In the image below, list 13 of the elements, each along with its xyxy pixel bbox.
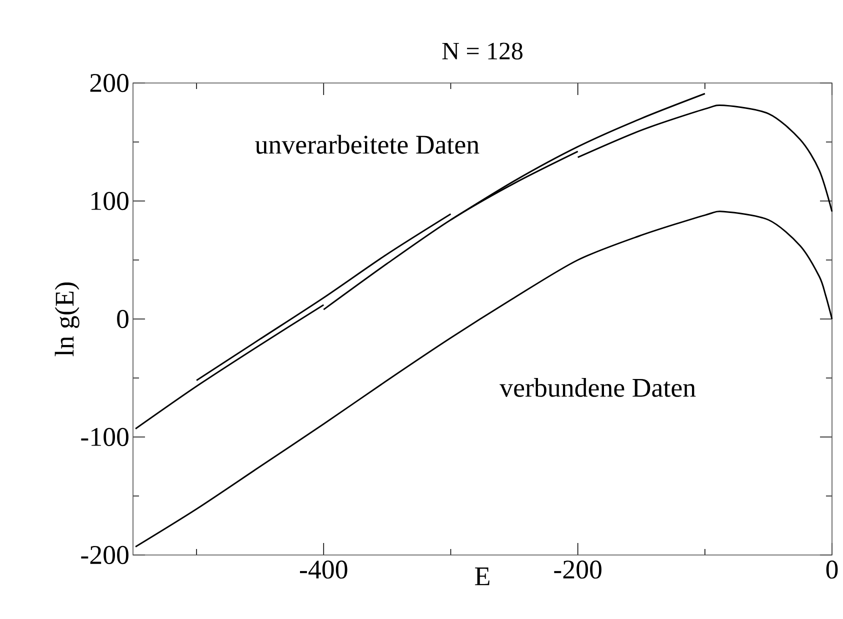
annotation: unverarbeitete Daten bbox=[255, 134, 480, 154]
y-tick-label: -100 bbox=[81, 428, 128, 446]
x-tick-label: -200 bbox=[554, 560, 602, 579]
y-tick-label: 0 bbox=[117, 310, 128, 328]
annotation: verbundene Daten bbox=[500, 378, 696, 397]
y-tick-label: 200 bbox=[90, 74, 128, 92]
chart-title: N = 128 bbox=[442, 42, 522, 60]
y-tick-label: 100 bbox=[91, 192, 128, 210]
y-tick-label: -200 bbox=[81, 546, 128, 564]
x-tick-label: -400 bbox=[300, 560, 348, 579]
y-axis-title: ln g(E) bbox=[54, 282, 80, 356]
x-axis-title: E bbox=[475, 568, 490, 586]
x-tick-label: 0 bbox=[826, 560, 838, 579]
